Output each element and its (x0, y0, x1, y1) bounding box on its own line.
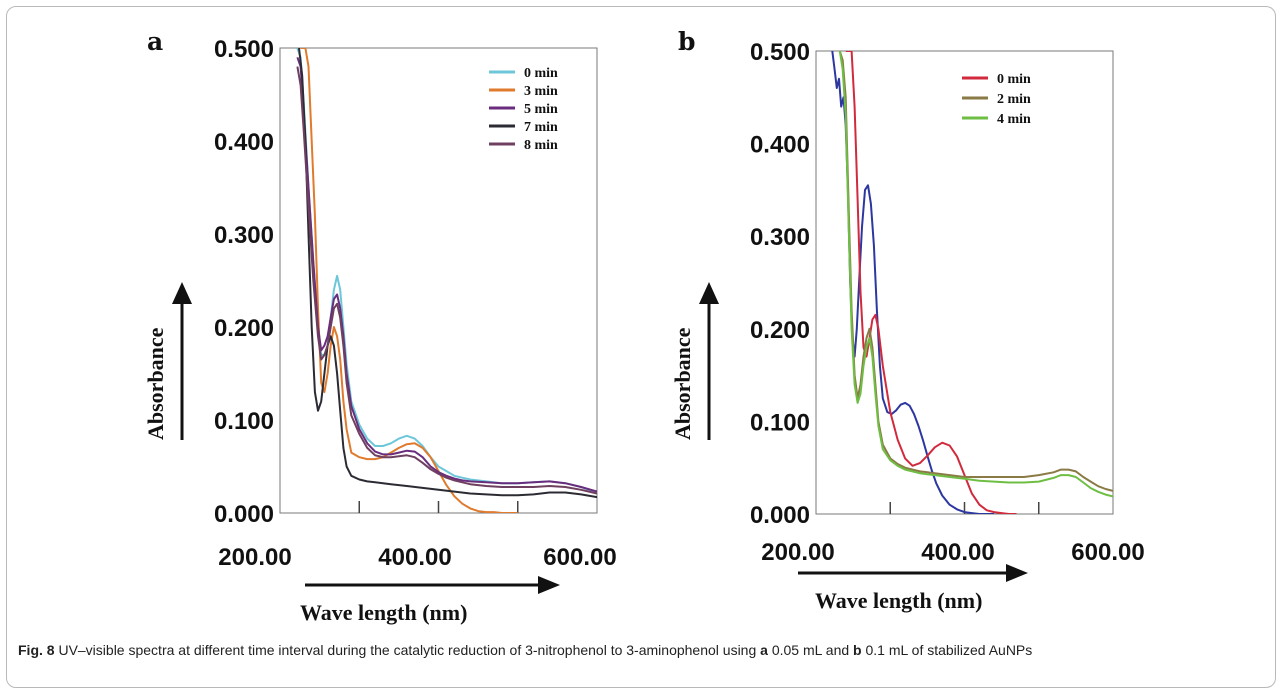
series-line (838, 51, 1113, 498)
series-line (296, 56, 597, 493)
panel-b-x-axis-arrow (798, 564, 1028, 582)
panel-a-ylabel: Absorbance (143, 327, 168, 440)
series-line (838, 51, 1113, 492)
panel-b-letter: b (678, 27, 695, 56)
caption-bold-a: a (760, 642, 768, 658)
panel-a-y-ticks: 0.000 0.100 0.200 0.300 0.400 0.500 (214, 36, 274, 528)
series-line (300, 48, 518, 513)
panel-b-ylabel: Absorbance (670, 327, 695, 440)
y-tick-label: 0.300 (750, 224, 810, 251)
y-tick-label: 0.100 (750, 409, 810, 436)
y-tick-label: 0.200 (214, 315, 274, 342)
legend-label: 4 min (997, 112, 1031, 127)
y-tick-label: 0.000 (214, 501, 274, 528)
caption-text-3: 0.1 mL of stabilized AuNPs (861, 642, 1033, 658)
y-tick-label: 0.000 (750, 502, 810, 529)
figure-caption: Fig. 8 UV–visible spectra at different t… (18, 640, 1263, 660)
panel-b-x-ticks: 200.00 400.00 600.00 (761, 539, 1144, 566)
x-tick-label: 400.00 (921, 539, 994, 566)
caption-text-1: UV–visible spectra at different time int… (54, 642, 761, 658)
legend-label: 3 min (524, 84, 558, 99)
y-tick-label: 0.500 (214, 36, 274, 63)
panel-b-xlabel: Wave length (nm) (815, 588, 982, 613)
figure-frame (6, 6, 1276, 688)
x-tick-label: 200.00 (761, 539, 834, 566)
panel-a-tick-marks (358, 501, 519, 513)
legend-label: 0 min (997, 72, 1031, 87)
y-tick-label: 0.400 (750, 132, 810, 159)
legend-label: 5 min (524, 102, 558, 117)
panel-b-y-ticks: 0.000 0.100 0.200 0.300 0.400 0.500 (750, 39, 810, 529)
panel-a-x-ticks: 200.00 400.00 600.00 (218, 544, 616, 571)
legend-label: 0 min (524, 66, 558, 81)
panel-a-plot-frame (279, 47, 598, 514)
x-tick-label: 600.00 (1071, 539, 1144, 566)
panel-b-legend: 0 min 2 min 4 min (962, 72, 1031, 127)
panel-a-xlabel: Wave length (nm) (300, 600, 467, 625)
panel-a-series (296, 48, 597, 513)
series-line (296, 66, 597, 495)
series-line (298, 48, 597, 499)
y-tick-label: 0.300 (214, 222, 274, 249)
y-tick-label: 0.400 (214, 129, 274, 156)
x-tick-label: 600.00 (543, 544, 616, 571)
panel-a: a 0.000 0.100 0.200 0.300 0.400 0.500 200.00 4… (143, 27, 617, 625)
legend-label: 7 min (524, 120, 558, 135)
legend-label: 2 min (997, 92, 1031, 107)
caption-label: Fig. 8 (18, 642, 55, 658)
panel-b-y-axis-arrow (699, 282, 719, 440)
figure-canvas: a 0.000 0.100 0.200 0.300 0.400 0.500 200.00 4… (143, 27, 1145, 625)
x-tick-label: 200.00 (218, 544, 291, 571)
y-tick-label: 0.500 (750, 39, 810, 66)
panel-b: b 0.000 0.100 0.200 0.300 0.400 0.500 200.00 4… (670, 27, 1145, 613)
caption-text-2: 0.05 mL and (767, 642, 854, 658)
panel-a-y-axis-arrow (172, 282, 192, 440)
x-tick-label: 400.00 (378, 544, 451, 571)
panel-a-letter: a (147, 27, 163, 56)
series-line-unlabeled (831, 51, 995, 514)
caption-bold-b: b (853, 642, 862, 658)
y-tick-label: 0.100 (214, 408, 274, 435)
panel-a-legend: 0 min 3 min 5 min 7 min 8 min (489, 66, 558, 153)
y-tick-label: 0.200 (750, 317, 810, 344)
series-line (845, 51, 1017, 514)
legend-label: 8 min (524, 138, 558, 153)
panel-b-series (831, 51, 1113, 514)
panel-a-x-axis-arrow (305, 576, 560, 594)
